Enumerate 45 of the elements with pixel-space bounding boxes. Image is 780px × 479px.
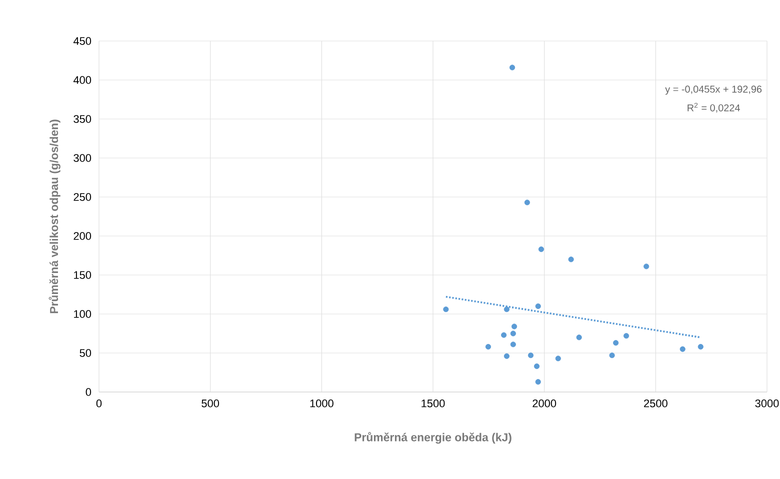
x-tick-label: 1000 (310, 400, 334, 408)
y-tick-label: 300 (74, 154, 92, 162)
x-tick-label: 2000 (532, 400, 556, 408)
x-tick-label: 500 (202, 400, 220, 408)
point (524, 200, 530, 206)
y-tick-label: 100 (74, 310, 92, 318)
x-axis-title: Průměrná energie oběda (kJ) (354, 432, 512, 444)
x-tick-label: 1500 (422, 400, 445, 408)
x-tick-label: 0 (96, 400, 102, 408)
point (535, 379, 541, 385)
point (485, 344, 492, 350)
point (510, 330, 516, 336)
annotation: R$^{2}$ = 0,0224 (688, 102, 740, 113)
y-tick-label: 0 (86, 388, 92, 396)
point (568, 256, 574, 262)
point (510, 342, 516, 348)
point (511, 324, 518, 330)
point (528, 352, 534, 358)
point (680, 346, 686, 352)
point (534, 363, 540, 370)
y-tick-label: 150 (74, 271, 92, 279)
y-tick-label: 50 (80, 349, 92, 357)
x-tick-label: 3000 (755, 400, 779, 408)
y-tick-label: 400 (73, 76, 92, 84)
point (504, 353, 510, 359)
point (501, 332, 507, 338)
annotation: y = -0,0455x + 192,96 (665, 86, 762, 95)
point (613, 340, 619, 346)
y-tick-label: 350 (74, 115, 92, 123)
point (609, 352, 615, 358)
point (698, 344, 704, 350)
point (443, 306, 449, 312)
point (644, 264, 650, 270)
point (538, 246, 544, 252)
y-tick-label: 200 (74, 232, 92, 240)
point (576, 334, 582, 340)
y-axis-title: Průměrná velikost odpau (g/os/den) (48, 120, 60, 314)
point (623, 333, 630, 339)
y-tick-label: 250 (74, 193, 92, 201)
x-tick-label: 2500 (644, 400, 668, 408)
point (555, 356, 561, 362)
y-tick-label: 450 (73, 37, 92, 45)
point (504, 306, 510, 312)
point (509, 64, 516, 70)
point (535, 303, 541, 309)
